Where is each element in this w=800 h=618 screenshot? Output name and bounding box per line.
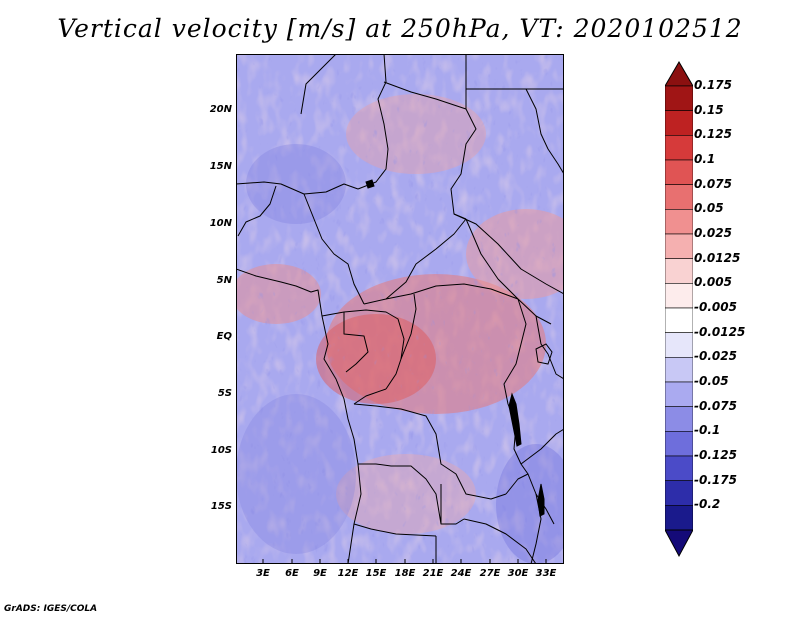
colorbar-swatch — [665, 455, 693, 481]
lon-label-6e: 6E — [285, 568, 299, 579]
colorbar-label: -0.125 — [694, 448, 737, 462]
lake-victoria — [535, 343, 553, 365]
colorbar-swatch — [665, 184, 693, 210]
lon-label-9e: 9E — [313, 568, 327, 579]
colorbar-swatch — [665, 135, 693, 161]
colorbar-bottom-arrow — [665, 529, 693, 558]
colorbar-label: -0.075 — [694, 398, 737, 413]
lon-ticks — [262, 559, 547, 564]
colorbar-swatch — [665, 480, 693, 506]
lat-label-10s: 10S — [210, 445, 232, 456]
colorbar-swatch — [665, 159, 693, 185]
lat-label-10n: 10N — [209, 218, 232, 229]
colorbar-label: -0.175 — [694, 472, 737, 487]
lon-label-30e: 30E — [507, 568, 529, 579]
vertical-velocity-map — [236, 54, 564, 564]
lat-label-eq: EQ — [216, 331, 232, 342]
lon-label-12e: 12E — [337, 568, 359, 579]
lon-label-15e: 15E — [365, 568, 387, 579]
colorbar-swatch — [665, 233, 693, 259]
map-frame — [236, 54, 564, 564]
colorbar-label: -0.05 — [694, 374, 729, 388]
colorbar — [665, 61, 693, 558]
colorbar-label: 0.005 — [694, 275, 732, 290]
colorbar-label: 0.0125 — [694, 250, 741, 265]
lat-label-15n: 15N — [209, 161, 232, 172]
lake-tanganyika — [508, 392, 522, 447]
lon-label-33e: 33E — [535, 568, 557, 579]
colorbar-label: 0.1 — [694, 152, 716, 166]
colorbar-swatch — [665, 283, 693, 309]
colorbar-label: -0.005 — [694, 300, 737, 314]
colorbar-swatch — [665, 258, 693, 284]
colorbar-swatch — [665, 431, 693, 457]
lake-chad — [365, 179, 375, 189]
colorbar-top-arrow — [665, 61, 693, 87]
colorbar-label: -0.1 — [694, 423, 721, 438]
colorbar-label: 0.175 — [694, 78, 732, 92]
lat-label-20n: 20N — [209, 104, 232, 115]
lon-label-21e: 21E — [422, 568, 444, 579]
colorbar-swatch — [665, 505, 693, 531]
colorbar-label: 0.025 — [694, 226, 732, 240]
colorbar-label: 0.125 — [694, 127, 732, 142]
country-borders — [236, 54, 564, 564]
coastline — [236, 268, 362, 564]
lon-label-18e: 18E — [394, 568, 416, 579]
colorbar-swatch — [665, 381, 693, 407]
colorbar-label: 0.075 — [694, 176, 732, 191]
lon-label-3e: 3E — [256, 568, 270, 579]
footer-credit: GrADS: IGES/COLA — [4, 604, 98, 614]
colorbar-label: -0.0125 — [694, 324, 746, 339]
lake-malawi — [537, 483, 545, 517]
colorbar-label: 0.05 — [694, 201, 724, 216]
colorbar-swatch — [665, 110, 693, 136]
lon-label-24e: 24E — [450, 568, 472, 579]
colorbar-swatch — [665, 357, 693, 383]
colorbar-label: 0.15 — [694, 102, 724, 117]
map-title: Vertical velocity [m/s] at 250hPa, VT: 2… — [57, 14, 743, 43]
colorbar-swatch — [665, 209, 693, 235]
colorbar-swatch — [665, 332, 693, 358]
lon-label-27e: 27E — [479, 568, 501, 579]
lakes — [365, 179, 553, 517]
colorbar-swatch — [665, 85, 693, 111]
lat-label-5n: 5N — [216, 275, 232, 286]
lat-label-15s: 15S — [210, 501, 232, 512]
colorbar-label: -0.2 — [694, 497, 721, 512]
colorbar-swatch — [665, 307, 693, 333]
colorbar-label: -0.025 — [694, 349, 737, 364]
colorbar-swatch — [665, 406, 693, 432]
lat-label-5s: 5S — [217, 388, 232, 399]
